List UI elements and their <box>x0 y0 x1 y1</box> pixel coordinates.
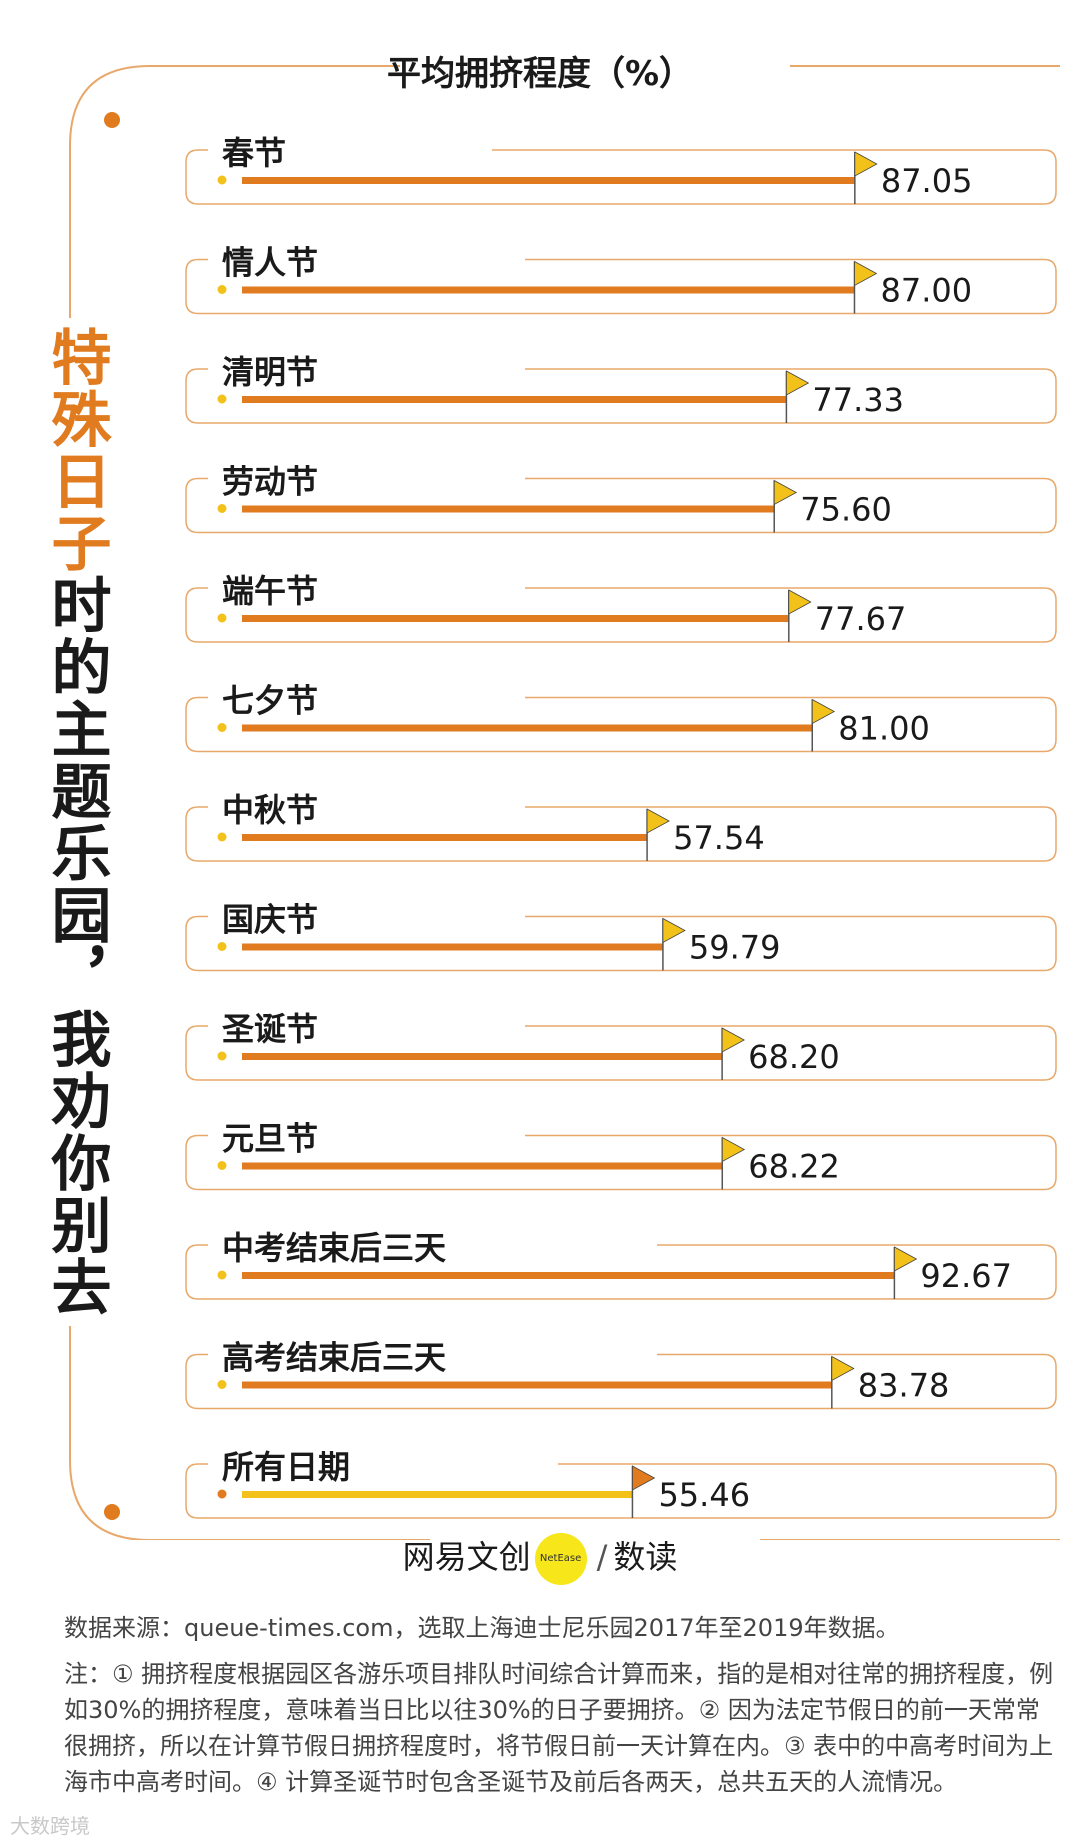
bar-chart: 春节 87.05 情人节 87.00 清明节 77.33 劳动节 75.60 端午节 77.67 七… <box>185 134 1057 1519</box>
flag <box>811 698 836 725</box>
data-label: 68.20 <box>748 1038 840 1076</box>
data-label: 92.67 <box>920 1257 1012 1295</box>
category-label: 春节 <box>222 134 286 172</box>
row-frame <box>185 1353 1057 1410</box>
row-frame <box>185 1463 1057 1519</box>
row-frame <box>185 806 1057 862</box>
logo: 网易文创 NetEase / 数读 <box>0 1532 1080 1585</box>
frame-dot-top <box>104 112 120 128</box>
bar <box>242 286 855 294</box>
row-frame <box>185 368 1057 424</box>
bar <box>242 396 787 403</box>
row-dot <box>217 1270 227 1280</box>
category-label: 中考结束后三天 <box>222 1229 446 1267</box>
logo-badge: NetEase <box>534 1533 587 1585</box>
frame-dot-bottom <box>104 1504 120 1520</box>
data-label: 75.60 <box>800 491 892 529</box>
row-frame <box>185 258 1057 315</box>
row-dot <box>217 1489 227 1499</box>
row-frame <box>185 1134 1057 1191</box>
row-dot <box>217 1161 227 1170</box>
data-label: 55.46 <box>658 1476 750 1514</box>
row-frame <box>185 696 1057 753</box>
data-label: 87.05 <box>881 162 973 200</box>
data-source: 数据来源：queue-times.com，选取上海迪士尼乐园2017年至2019… <box>64 1614 900 1642</box>
logo-separator: / <box>596 1538 608 1576</box>
category-label: 国庆节 <box>222 901 318 939</box>
flag <box>893 1246 918 1272</box>
flag <box>788 589 812 615</box>
logo-right-text: 数读 <box>613 1538 678 1576</box>
category-label: 中秋节 <box>222 791 318 829</box>
category-label: 劳动节 <box>222 463 318 501</box>
bar <box>242 1381 832 1389</box>
row-dot <box>217 1051 227 1061</box>
flag <box>646 808 670 834</box>
headline-highlight: 特殊日子 <box>41 326 111 574</box>
category-label: 高考结束后三天 <box>222 1339 446 1377</box>
watermark: 大数跨境 <box>10 1814 90 1838</box>
data-label: 68.22 <box>748 1148 840 1186</box>
category-label: 端午节 <box>222 572 318 610</box>
flag <box>854 151 878 177</box>
data-label: 77.67 <box>815 600 907 638</box>
row-dot <box>217 942 227 951</box>
chart-title: 平均拥挤程度（%） <box>386 54 694 94</box>
bar <box>242 943 663 951</box>
data-label: 57.54 <box>673 819 765 857</box>
flag <box>721 1027 745 1053</box>
row-dot <box>217 285 227 294</box>
logo-left-text: 网易文创 <box>402 1538 531 1576</box>
bar <box>242 1053 723 1060</box>
data-label: 83.78 <box>858 1367 950 1405</box>
category-label: 元旦节 <box>222 1120 318 1158</box>
flag <box>721 1136 746 1163</box>
flag <box>786 370 810 396</box>
bar <box>242 1491 633 1498</box>
row-dot <box>217 504 227 513</box>
row-dot <box>217 832 227 842</box>
flag <box>632 1465 656 1491</box>
data-label: 81.00 <box>838 710 930 748</box>
bar <box>242 177 855 184</box>
category-label: 七夕节 <box>222 682 318 720</box>
row-frame <box>185 149 1057 205</box>
category-label: 情人节 <box>222 244 318 282</box>
category-label: 所有日期 <box>222 1448 350 1486</box>
bar <box>242 505 775 513</box>
flag <box>854 260 878 287</box>
category-label: 清明节 <box>222 353 318 391</box>
data-label: 77.33 <box>812 381 904 419</box>
row-frame <box>185 1244 1057 1300</box>
headline: 特殊日子时的主题乐园，我劝你别去 <box>38 318 111 1326</box>
row-frame <box>185 915 1057 972</box>
headline-rest: 时的主题乐园，我劝你别去 <box>41 574 111 1318</box>
data-label: 87.00 <box>880 272 972 310</box>
row-dot <box>217 723 227 732</box>
flag <box>773 479 798 506</box>
row-dot <box>217 394 227 404</box>
bar <box>242 834 648 841</box>
flag <box>662 917 686 944</box>
bar <box>242 615 789 622</box>
bar <box>242 1272 895 1279</box>
row-dot <box>217 175 227 185</box>
data-label: 59.79 <box>689 929 781 967</box>
row-dot <box>217 1380 227 1389</box>
row-frame <box>185 587 1057 643</box>
category-label: 圣诞节 <box>222 1010 318 1048</box>
flag <box>831 1355 855 1382</box>
row-frame <box>185 477 1057 534</box>
row-dot <box>217 613 227 623</box>
bar <box>242 724 813 732</box>
notes: 注：① 拥挤程度根据园区各游乐项目排队时间综合计算而来，指的是相对往常的拥挤程度… <box>64 1660 1054 1796</box>
bar <box>242 1162 723 1170</box>
row-frame <box>185 1025 1057 1081</box>
